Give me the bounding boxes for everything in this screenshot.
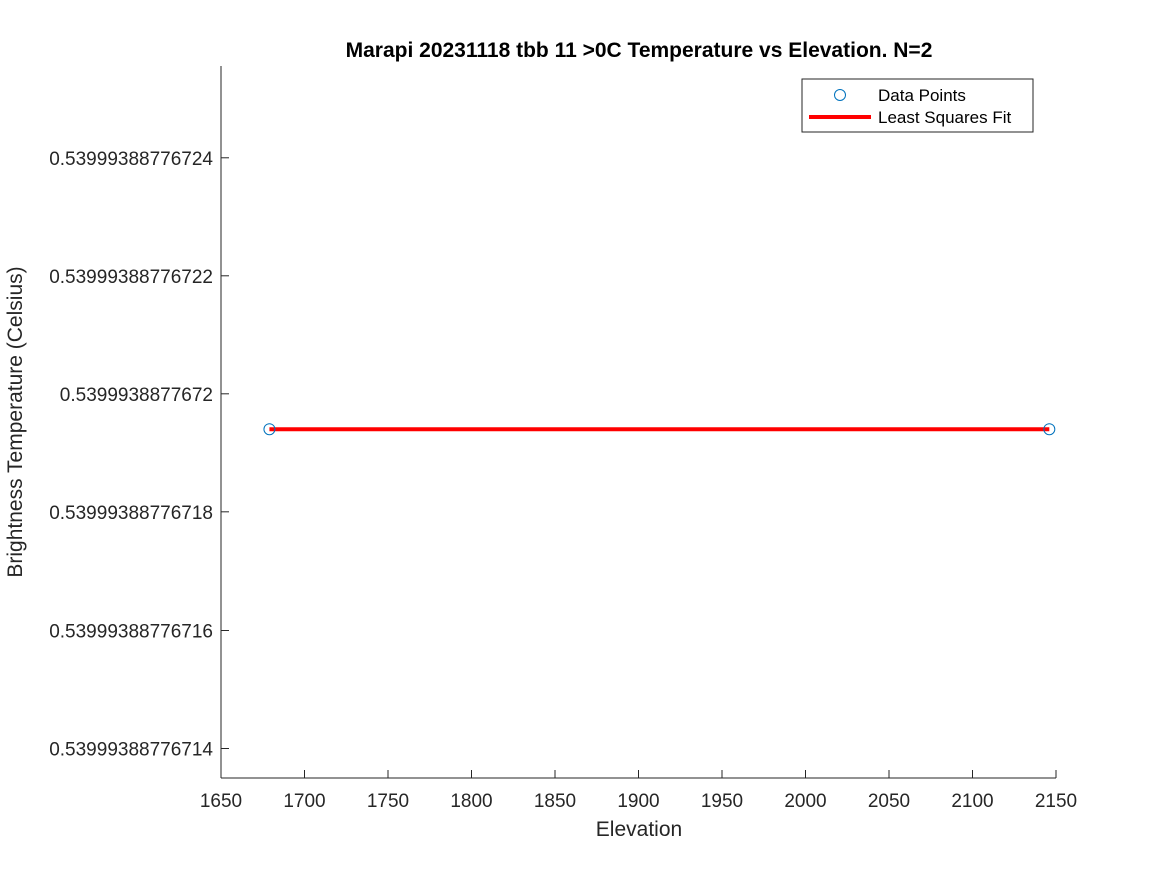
y-tick-label: 0.53999388776724 (49, 149, 213, 170)
legend-box (801, 78, 1034, 133)
y-ticks: 0.53999388776714 0.53999388776716 0.539993… (49, 149, 229, 760)
legend-label-data-points: Data Points (878, 86, 966, 105)
data-point (263, 423, 276, 436)
data-point (1043, 423, 1056, 436)
y-tick-label: 0.5399938877672 (60, 385, 213, 406)
x-tick-label: 1800 (450, 791, 492, 812)
x-tick-label: 2150 (1035, 791, 1077, 812)
legend-marker-data-points (834, 89, 846, 101)
x-tick-label: 1900 (617, 791, 659, 812)
x-tick-label: 2100 (951, 791, 993, 812)
plot-area (221, 66, 1056, 778)
y-tick-label: 0.53999388776722 (49, 267, 213, 288)
chart-title: Marapi 20231118 tbb 11 >0C Temperature v… (346, 39, 933, 62)
legend-label-least-squares: Least Squares Fit (878, 108, 1012, 127)
x-tick-label: 2000 (784, 791, 826, 812)
x-tick-label: 1950 (701, 791, 743, 812)
y-tick-label: 0.53999388776718 (49, 503, 213, 524)
x-ticks: 1650 1700 1750 1800 1850 1900 1950 2000 2050 2100… (200, 770, 1077, 812)
plot-group (263, 423, 1056, 436)
y-axis-label: Brightness Temperature (Celsius) (4, 266, 27, 577)
x-tick-label: 2050 (868, 791, 910, 812)
x-tick-label: 1650 (200, 791, 242, 812)
legend: Data Points Least Squares Fit (801, 78, 1034, 133)
y-tick-label: 0.53999388776716 (49, 621, 213, 642)
x-tick-label: 1700 (283, 791, 325, 812)
y-tick-label: 0.53999388776714 (49, 739, 213, 760)
x-axis-label: Elevation (596, 818, 682, 841)
x-tick-label: 1850 (534, 791, 576, 812)
x-tick-label: 1750 (367, 791, 409, 812)
